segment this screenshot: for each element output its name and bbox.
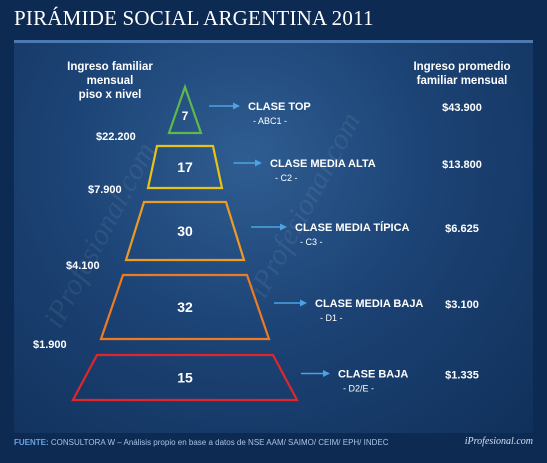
class-name-1: CLASE TOP [248, 101, 311, 113]
brand-logo: iProfesional.com [464, 436, 533, 447]
level-percentage-5: 15 [177, 370, 193, 386]
class-name-5: CLASE BAJA [338, 369, 408, 381]
pyramid-level-5 [71, 353, 299, 402]
threshold-label-2: $7.900 [88, 184, 122, 196]
class-code-4: - D1 - [320, 313, 343, 323]
threshold-label-4: $1.900 [33, 339, 67, 351]
left-column-header: Ingreso familiar mensual piso x nivel [45, 60, 175, 102]
class-name-4: CLASE MEDIA BAJA [315, 298, 423, 310]
watermark-text-left: iProfesional.com [37, 137, 162, 333]
class-code-2: - C2 - [275, 173, 298, 183]
pyramid-level-3 [124, 200, 246, 262]
threshold-label-1: $22.200 [96, 131, 136, 143]
left-header-line2: piso x nivel [78, 89, 142, 101]
class-code-3: - C3 - [300, 237, 323, 247]
chart-panel [14, 40, 533, 433]
arrow-head-icon-1 [233, 102, 240, 110]
avg-income-4: $3.100 [445, 299, 479, 311]
left-header-line1: Ingreso familiar mensual [67, 61, 153, 87]
avg-income-2: $13.800 [442, 159, 482, 171]
level-percentage-4: 32 [177, 299, 193, 315]
arrow-head-icon-4 [300, 299, 307, 307]
right-header-line2: familiar mensual [416, 75, 508, 87]
level-percentage-3: 30 [177, 223, 193, 239]
source-footer: FUENTE: CONSULTORA W – Análisis propio e… [14, 438, 389, 447]
source-label: FUENTE: [14, 438, 49, 447]
class-name-3: CLASE MEDIA TÍPICA [295, 221, 410, 234]
class-code-1: - ABC1 - [253, 116, 287, 126]
avg-income-3: $6.625 [445, 223, 479, 235]
level-percentage-1: 7 [182, 109, 189, 123]
pyramid-level-1 [167, 83, 203, 135]
right-column-header: Ingreso promedio familiar mensual [402, 60, 522, 88]
arrow-head-icon-2 [255, 159, 262, 167]
threshold-label-3: $4.100 [66, 260, 100, 272]
source-text: CONSULTORA W – Análisis propio en base a… [50, 438, 389, 447]
class-code-5: - D2/E - [343, 384, 374, 394]
page-title: PIRÁMIDE SOCIAL ARGENTINA 2011 [14, 6, 374, 30]
avg-income-5: $1.335 [445, 370, 479, 382]
level-percentage-2: 17 [177, 159, 193, 175]
class-name-2: CLASE MEDIA ALTA [270, 158, 376, 170]
right-header-line1: Ingreso promedio [413, 61, 511, 73]
watermark-text-right: iProfesional.com [242, 107, 367, 303]
arrow-head-icon-3 [280, 223, 287, 231]
arrow-head-icon-5 [323, 370, 330, 377]
avg-income-1: $43.900 [442, 102, 482, 114]
pyramid-level-2 [146, 144, 224, 190]
pyramid-level-4 [99, 273, 271, 341]
